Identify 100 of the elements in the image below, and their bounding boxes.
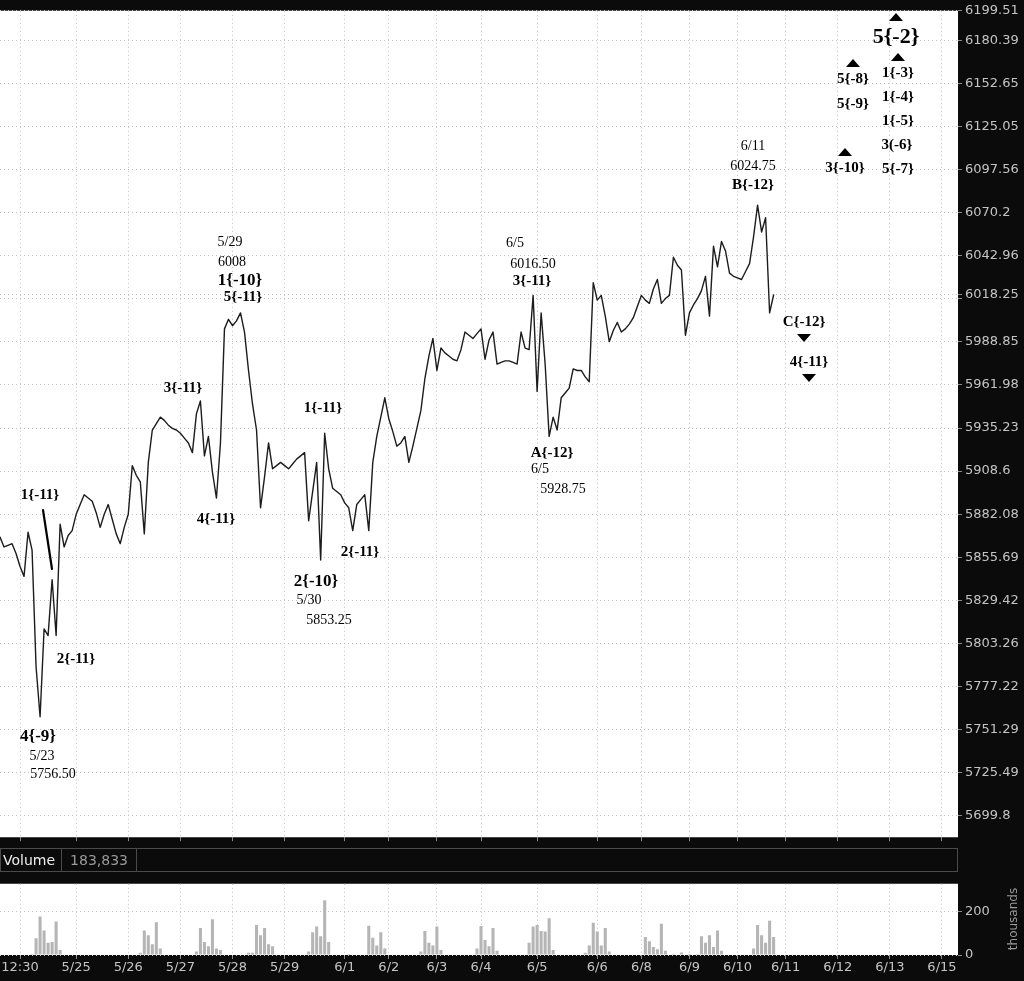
y-tick-label: 5751.29 <box>965 720 1019 736</box>
x-tick-label: 6/2 <box>378 959 400 975</box>
chart-title: Volume <box>1 849 63 871</box>
annotation: 3{-11} <box>512 271 552 288</box>
y-tick-label: 5988.85 <box>965 333 1019 349</box>
bar <box>198 928 202 955</box>
annotation: 5{-7} <box>882 159 914 176</box>
bar <box>535 925 539 955</box>
x-tick-label: 12:30 <box>1 959 39 975</box>
bar <box>715 930 720 955</box>
bar <box>679 952 683 955</box>
annotation: 3(-6} <box>881 135 913 153</box>
y-tick-label: 5803.26 <box>965 634 1019 650</box>
bar <box>423 931 427 955</box>
annotation: C{-12} <box>782 312 826 329</box>
annotation: 5/30 <box>296 591 322 607</box>
x-tick-label: 6/13 <box>875 959 905 975</box>
annotation: 2{-11} <box>340 542 380 559</box>
y-tick-label: 5699.8 <box>965 807 1011 823</box>
annotation: 1{-10} <box>217 270 263 290</box>
bar <box>142 930 146 955</box>
x-tick-label: 6/6 <box>586 959 608 975</box>
y-tick-label: 6125.05 <box>965 117 1019 133</box>
bar <box>54 921 58 955</box>
x-tick-label: 6/5 <box>526 959 548 975</box>
y-tick-label: 5961.98 <box>965 376 1019 392</box>
x-tick-label: 6/9 <box>678 959 700 975</box>
x-tick-label: 5/29 <box>269 959 300 975</box>
bar <box>263 928 267 955</box>
y-tick-label: 0 <box>965 946 974 962</box>
y-tick-label: 5935.23 <box>965 419 1019 435</box>
y-tick-label: 6070.2 <box>965 204 1011 220</box>
bar <box>210 919 214 955</box>
x-tick-label: 5/25 <box>61 959 91 975</box>
annotation: 4{-11} <box>789 352 829 369</box>
y-tick-label: 6199.51 <box>965 2 1019 18</box>
bar <box>547 918 551 955</box>
y-tick-label: 6018.25 <box>965 286 1019 302</box>
y-tick-label: 6152.65 <box>965 74 1019 90</box>
bar <box>647 941 651 955</box>
x-tick-label: 6/1 <box>334 959 356 975</box>
annotation: 1{-11} <box>303 398 343 415</box>
annotation: 5853.25 <box>306 611 352 627</box>
y-tick-label: 6097.56 <box>965 160 1019 176</box>
annotation: 1{-3} <box>882 63 914 80</box>
y-tick-label: 5908.6 <box>965 462 1011 478</box>
bar <box>768 920 772 955</box>
annotation: 5{-9} <box>837 94 869 111</box>
bar <box>323 900 327 955</box>
annotation: 5{-11} <box>223 287 263 304</box>
bar <box>154 922 158 955</box>
annotation: 2{-11} <box>56 649 96 666</box>
annotation: 6/11 <box>740 137 766 153</box>
x-tick-label: 6/12 <box>823 959 853 975</box>
x-tick-label: 5/28 <box>217 959 248 975</box>
annotation: 6024.75 <box>730 157 776 173</box>
bar <box>707 935 712 955</box>
y-tick-label: 6042.96 <box>965 247 1019 263</box>
bar <box>435 926 439 955</box>
annotation: 5{-2} <box>872 22 920 48</box>
annotation: A{-12} <box>530 443 574 460</box>
y-tick-label: 5777.22 <box>965 677 1019 693</box>
x-tick-label: 6/11 <box>771 959 801 975</box>
annotation: 6008 <box>218 253 246 269</box>
x-tick-label: 6/3 <box>426 959 448 975</box>
bar <box>756 925 760 955</box>
annotation: 4{-11} <box>196 509 236 526</box>
text: 183,833 <box>62 849 137 871</box>
bar <box>659 923 663 955</box>
bar <box>315 926 319 955</box>
annotation: 5928.75 <box>540 480 586 496</box>
annotation: 5/29 <box>217 233 243 249</box>
x-tick-label: 5/27 <box>165 959 195 975</box>
annotation: 1{-5} <box>882 111 914 128</box>
bar <box>591 922 595 955</box>
annotation: B{-12} <box>732 175 774 192</box>
bar <box>367 925 371 955</box>
y-tick-label: 5855.69 <box>965 548 1019 564</box>
annotation: 3{-11} <box>163 378 203 395</box>
y-tick-label: 5725.49 <box>965 763 1019 779</box>
x-tick-label: 6/4 <box>470 959 492 975</box>
bar <box>603 928 607 955</box>
annotation: 6/5 <box>506 234 524 250</box>
annotation: 5756.50 <box>30 765 76 781</box>
x-tick-label: 6/15 <box>927 959 957 975</box>
bar <box>479 926 483 955</box>
bar <box>271 946 275 955</box>
y-tick-label: 200 <box>965 903 990 919</box>
y-axis-title: thousands <box>1006 887 1021 953</box>
annotation: 5/23 <box>29 747 55 763</box>
bar <box>491 928 495 955</box>
x-tick-label: 5/26 <box>113 959 143 975</box>
bar <box>643 936 647 955</box>
y-tick-label: 5829.42 <box>965 591 1019 607</box>
bar <box>255 925 259 955</box>
bar <box>699 936 703 955</box>
annotation: 3{-10} <box>825 158 865 175</box>
annotation: 6016.50 <box>510 255 556 271</box>
annotation: 1{-11} <box>20 485 60 502</box>
x-tick-label: 6/10 <box>722 959 753 975</box>
